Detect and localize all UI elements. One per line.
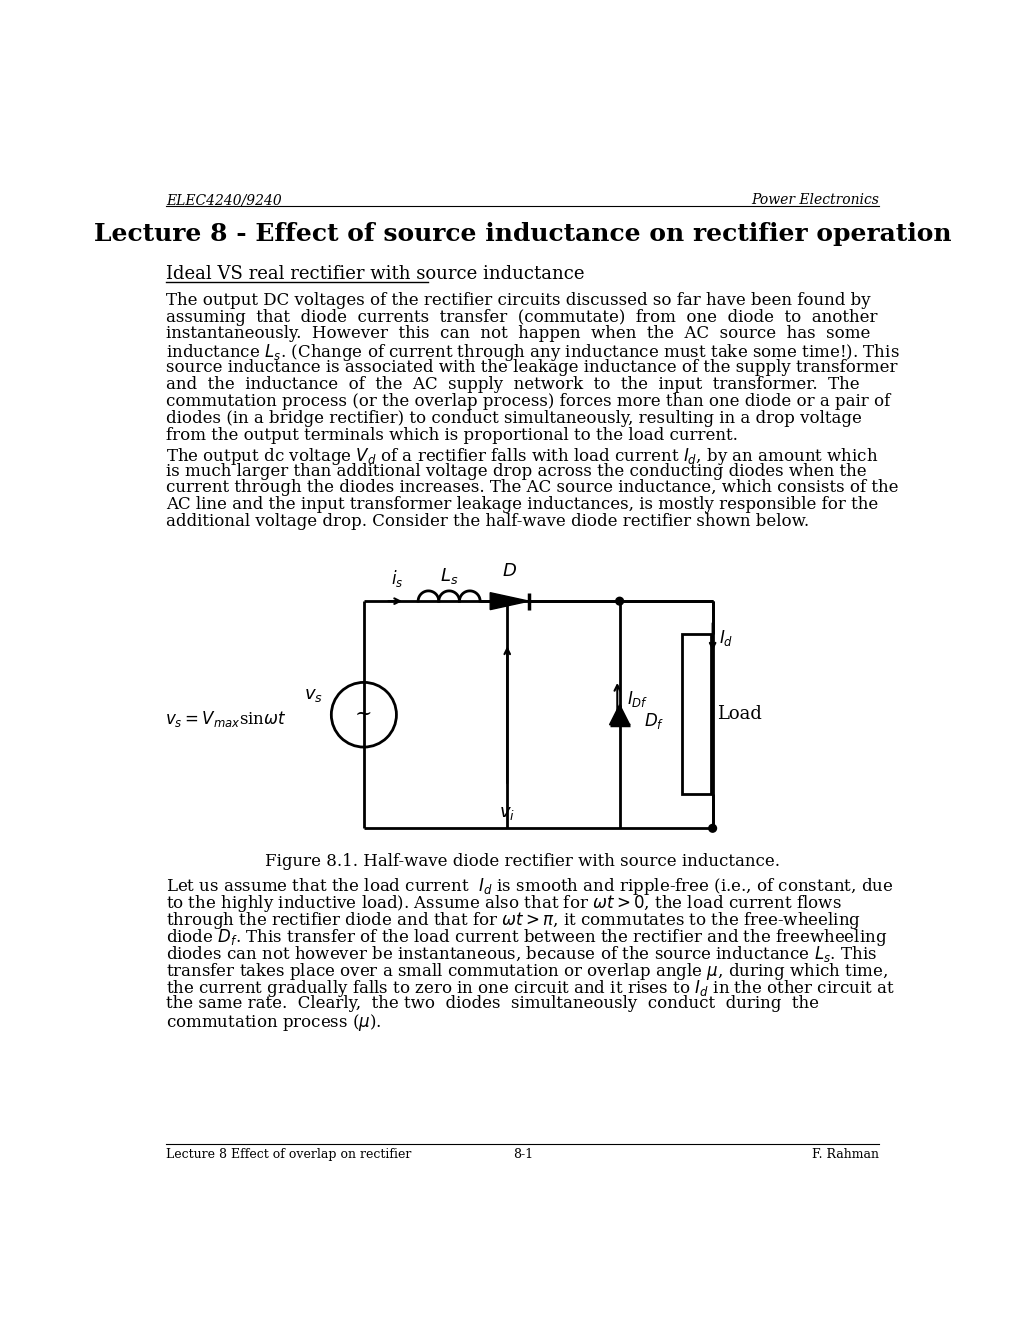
Text: 8-1: 8-1 [513,1148,532,1160]
Text: ELEC4240/9240: ELEC4240/9240 [166,193,281,207]
Text: F. Rahman: F. Rahman [811,1148,878,1160]
Text: source inductance is associated with the leakage inductance of the supply transf: source inductance is associated with the… [166,359,897,376]
Text: AC line and the input transformer leakage inductances, is mostly responsible for: AC line and the input transformer leakag… [166,496,877,513]
Text: Load: Load [716,705,761,723]
Text: diode $D_f$. This transfer of the load current between the rectifier and the fre: diode $D_f$. This transfer of the load c… [166,927,887,948]
Text: $D_f$: $D_f$ [644,711,664,731]
Text: The output dc voltage $V_d$ of a rectifier falls with load current $I_d$, by an : The output dc voltage $V_d$ of a rectifi… [166,446,878,466]
Text: Ideal VS real rectifier with source inductance: Ideal VS real rectifier with source indu… [166,264,584,282]
Text: $I_{Df}$: $I_{Df}$ [627,689,648,709]
Text: the current gradually falls to zero in one circuit and it rises to $I_d$ in the : the current gradually falls to zero in o… [166,978,895,999]
Polygon shape [490,593,529,610]
Text: transfer takes place over a small commutation or overlap angle $\mu$, during whi: transfer takes place over a small commut… [166,961,888,982]
Text: the same rate.  Clearly,  the two  diodes  simultaneously  conduct  during  the: the same rate. Clearly, the two diodes s… [166,995,818,1011]
Text: Lecture 8 - Effect of source inductance on rectifier operation: Lecture 8 - Effect of source inductance … [94,222,951,246]
Text: current through the diodes increases. The AC source inductance, which consists o: current through the diodes increases. Th… [166,479,898,496]
Text: is much larger than additional voltage drop across the conducting diodes when th: is much larger than additional voltage d… [166,462,866,479]
Text: and  the  inductance  of  the  AC  supply  network  to  the  input  transformer.: and the inductance of the AC supply netw… [166,376,859,393]
Text: $i_s$: $i_s$ [390,568,404,589]
Text: from the output terminals which is proportional to the load current.: from the output terminals which is propo… [166,428,738,444]
Text: instantaneously.  However  this  can  not  happen  when  the  AC  source  has  s: instantaneously. However this can not ha… [166,326,870,342]
Text: commutation process ($\mu$).: commutation process ($\mu$). [166,1011,381,1032]
Text: $D$: $D$ [501,561,517,579]
Text: $v_i$: $v_i$ [498,804,515,821]
Circle shape [708,825,715,832]
Text: Power Electronics: Power Electronics [751,193,878,207]
Text: inductance $L_s$. (Change of current through any inductance must take some time!: inductance $L_s$. (Change of current thr… [166,342,899,363]
Bar [681,635,710,793]
Text: additional voltage drop. Consider the half-wave diode rectifier shown below.: additional voltage drop. Consider the ha… [166,513,809,531]
Circle shape [615,597,623,605]
Text: $I_d$: $I_d$ [718,628,733,648]
Text: $L_s$: $L_s$ [439,566,458,586]
Text: Lecture 8 Effect of overlap on rectifier: Lecture 8 Effect of overlap on rectifier [166,1148,412,1160]
Text: Figure 8.1. Half-wave diode rectifier with source inductance.: Figure 8.1. Half-wave diode rectifier wi… [265,853,780,870]
Text: ~: ~ [355,705,372,725]
Text: assuming  that  diode  currents  transfer  (commutate)  from  one  diode  to  an: assuming that diode currents transfer (c… [166,309,877,326]
Text: Let us assume that the load current  $I_d$ is smooth and ripple-free (i.e., of c: Let us assume that the load current $I_d… [166,876,893,898]
Text: diodes (in a bridge rectifier) to conduct simultaneously, resulting in a drop vo: diodes (in a bridge rectifier) to conduc… [166,411,861,428]
Text: to the highly inductive load). Assume also that for $\omega t > 0$, the load cur: to the highly inductive load). Assume al… [166,892,842,913]
Text: $v_s$: $v_s$ [304,686,323,705]
Polygon shape [609,705,629,725]
Text: through the rectifier diode and that for $\omega t > \pi$, it commutates to the : through the rectifier diode and that for… [166,909,860,931]
Text: The output DC voltages of the rectifier circuits discussed so far have been foun: The output DC voltages of the rectifier … [166,292,870,309]
Text: $v_s = V_{max}$sin$\omega t$: $v_s = V_{max}$sin$\omega t$ [164,709,286,729]
Text: commutation process (or the overlap process) forces more than one diode or a pai: commutation process (or the overlap proc… [166,393,890,411]
Text: diodes can not however be instantaneous, because of the source inductance $L_s$.: diodes can not however be instantaneous,… [166,944,876,964]
